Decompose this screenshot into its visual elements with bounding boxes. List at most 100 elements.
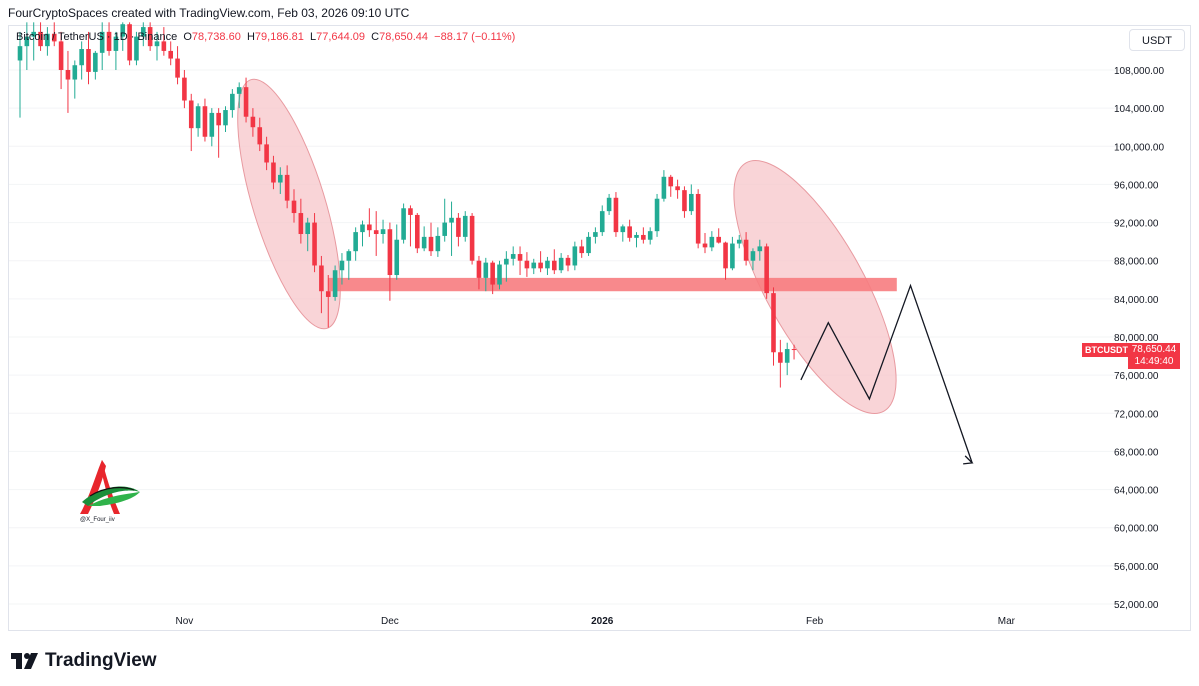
candle	[641, 227, 646, 244]
candle-body	[552, 260, 557, 271]
y-tick-label: 76,000.00	[1114, 371, 1159, 382]
footer-brand-text: TradingView	[45, 650, 157, 671]
candle-body	[161, 41, 167, 51]
candle-body	[497, 264, 502, 285]
candle	[723, 241, 728, 280]
candle	[17, 31, 23, 118]
candle	[65, 50, 71, 113]
projection-arrowhead	[963, 455, 974, 465]
candle-body	[360, 224, 365, 233]
candle-body	[695, 193, 701, 244]
projection-path	[800, 283, 973, 464]
candle	[606, 193, 612, 215]
candle	[435, 227, 441, 257]
candle-body	[284, 174, 290, 201]
y-tick-label: 60,000.00	[1114, 524, 1159, 535]
candle	[736, 234, 742, 249]
candle	[695, 189, 701, 249]
candle-body	[675, 186, 680, 191]
candle-body	[524, 260, 530, 269]
candle-body	[743, 239, 749, 261]
candle-body	[99, 31, 105, 53]
candle-body	[31, 31, 36, 37]
candle-body	[271, 162, 276, 183]
candle	[730, 236, 735, 271]
candle-body	[408, 208, 413, 215]
x-tick-label: Dec	[381, 616, 399, 627]
y-tick-label: 108,000.00	[1114, 66, 1164, 77]
symbol-label[interactable]: Bitcoin / TetherUS · 1D · Binance	[16, 31, 178, 43]
candle-body	[120, 24, 126, 37]
candle	[675, 179, 680, 199]
candle-body	[373, 230, 379, 235]
candle-body	[428, 236, 434, 252]
candle-body	[45, 33, 50, 47]
symbol-price-tag: BTCUSDT	[1082, 343, 1131, 357]
candle	[387, 222, 393, 301]
candle	[647, 227, 653, 245]
candle-body	[65, 70, 71, 80]
candle	[764, 243, 769, 299]
candle	[702, 233, 708, 254]
candle	[360, 220, 365, 247]
candle-body	[613, 197, 619, 233]
candle-body	[387, 229, 393, 276]
candle-body	[223, 110, 228, 126]
candle	[175, 46, 180, 85]
candle-body	[668, 176, 674, 187]
candle	[325, 275, 331, 328]
candle	[31, 22, 36, 61]
candle-body	[305, 222, 310, 235]
candle-body	[346, 251, 352, 261]
candle-body	[449, 217, 454, 223]
candle-body	[654, 198, 660, 232]
y-tick-label: 104,000.00	[1114, 104, 1164, 115]
candle	[45, 27, 50, 56]
candle	[147, 22, 153, 51]
candle	[408, 205, 413, 247]
candle-body	[545, 260, 550, 269]
candle-body	[394, 239, 400, 276]
candle	[278, 167, 283, 194]
candle-body	[182, 77, 187, 101]
candle-body	[661, 176, 667, 199]
candle	[202, 98, 208, 142]
candle-body	[257, 127, 263, 145]
candle	[99, 22, 105, 70]
candle-body	[435, 235, 441, 252]
candle-body	[250, 116, 256, 128]
candle	[661, 170, 667, 202]
candle	[716, 228, 721, 244]
candle-body	[86, 49, 91, 72]
candle-body	[599, 211, 605, 233]
candle-body	[620, 226, 626, 233]
y-tick-label: 96,000.00	[1114, 180, 1159, 191]
last-price: 78,650.44	[1131, 344, 1177, 355]
candle	[565, 254, 571, 272]
candle-body	[93, 52, 98, 72]
candle-body	[723, 242, 728, 269]
candle	[312, 213, 317, 273]
candle-body	[168, 50, 173, 59]
candle-body	[298, 213, 304, 235]
candle	[305, 217, 310, 252]
candle-body	[278, 174, 283, 183]
candle-body	[778, 352, 783, 363]
candle	[504, 251, 509, 282]
candle	[490, 260, 495, 295]
candle	[236, 82, 242, 109]
currency-button[interactable]: USDT	[1129, 29, 1185, 51]
candle	[380, 219, 386, 244]
candle-body	[154, 41, 160, 47]
candle-body	[325, 291, 331, 297]
footer-brand[interactable]: TradingView	[11, 649, 157, 673]
candle	[449, 201, 454, 256]
candle-body	[367, 224, 372, 231]
candle-body	[531, 262, 537, 269]
candle	[86, 31, 91, 85]
candle	[579, 239, 584, 258]
candle	[709, 231, 715, 252]
x-tick-label: Feb	[806, 616, 824, 627]
chart-frame	[8, 25, 1191, 631]
